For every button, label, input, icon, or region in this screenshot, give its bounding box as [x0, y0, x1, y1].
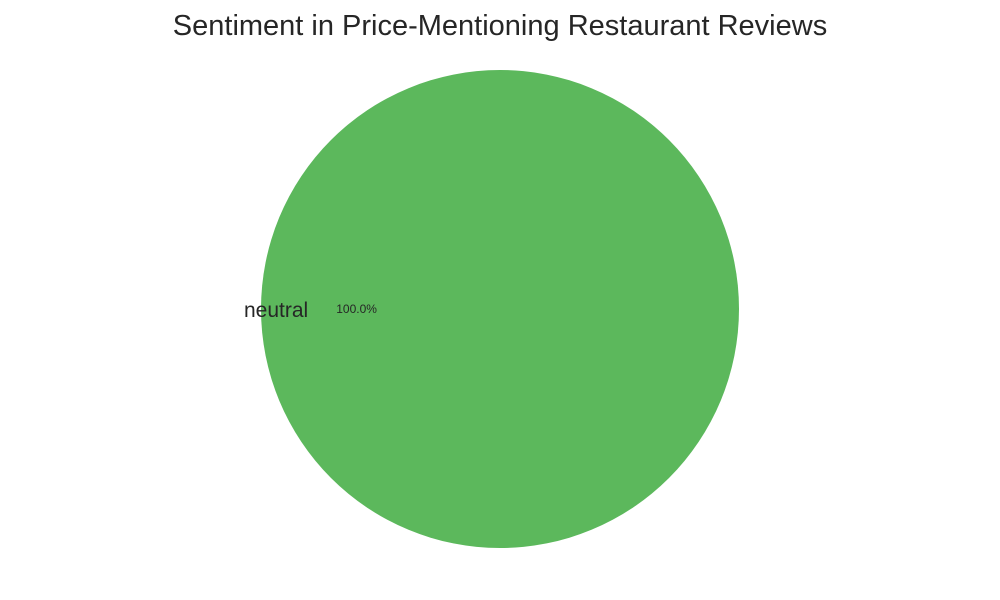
pie-slice-category-label: neutral: [244, 299, 308, 322]
pie-slice-neutral: [261, 70, 739, 548]
pie-slice-percent-label: 100.0%: [336, 302, 377, 316]
chart-title: Sentiment in Price-Mentioning Restaurant…: [172, 10, 828, 42]
